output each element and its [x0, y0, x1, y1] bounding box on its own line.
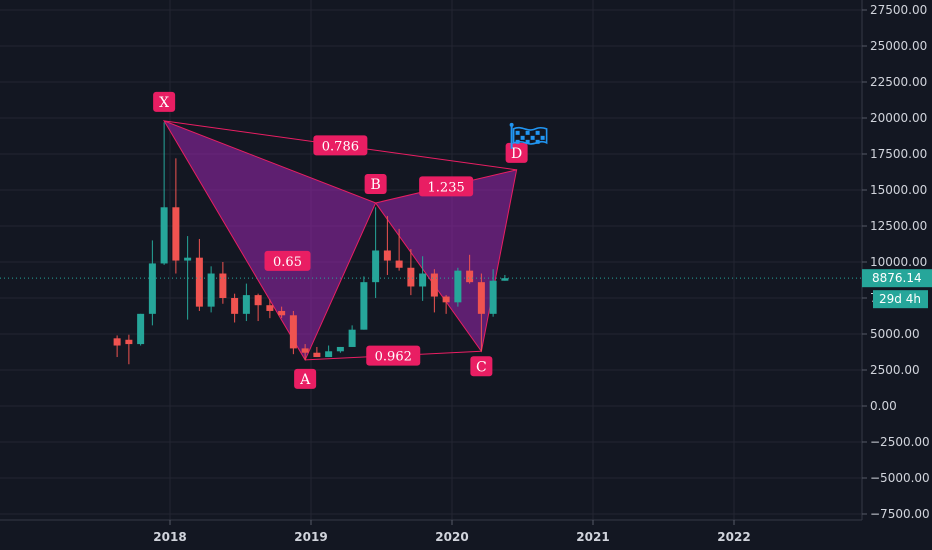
price-tick-label: −7500.00: [870, 507, 930, 521]
pattern-point-a[interactable]: [294, 368, 317, 389]
ratio-label-box: [419, 176, 474, 197]
candle-body: [489, 280, 497, 314]
candles: [113, 122, 509, 365]
flag-check: [515, 139, 520, 144]
ratio-label: 1.235: [428, 180, 465, 195]
candle-body: [301, 348, 309, 353]
candle-body: [195, 257, 203, 307]
candle-body: [242, 295, 250, 314]
candle-body: [219, 273, 227, 298]
time-tick-label: 2022: [717, 530, 750, 544]
flag-check: [535, 130, 540, 135]
price-tick-label: 25000.00: [870, 39, 927, 53]
candle-body: [372, 250, 380, 283]
overlay: 0.65 0.786 1.235 0.962 X A B C D: [0, 91, 862, 389]
time-tick-label: 2021: [576, 530, 609, 544]
flag-check: [525, 139, 530, 144]
grid: [0, 0, 862, 520]
candle-body: [289, 315, 297, 349]
candle-body: [137, 313, 145, 345]
candle-body: [419, 273, 427, 287]
flag-check: [540, 135, 545, 140]
flag-check: [530, 135, 535, 140]
time-axis[interactable]: 2018 2019 2020 2021 2022: [153, 520, 751, 544]
ratio-label: 0.65: [273, 255, 302, 270]
candle-body: [360, 282, 368, 330]
candle-body: [148, 263, 156, 314]
time-tick-label: 2020: [435, 530, 468, 544]
ratio-label: 0.786: [322, 139, 359, 154]
price-tick-label: 2500.00: [870, 363, 920, 377]
flag-cloth: [512, 126, 548, 145]
candle-body: [466, 270, 474, 283]
price-tick-label: 20000.00: [870, 111, 927, 125]
candle-body: [325, 351, 333, 358]
current-price-tag[interactable]: [862, 269, 932, 288]
countdown-tag: [873, 290, 928, 309]
price-tick-label: 15000.00: [870, 183, 927, 197]
candle-body: [160, 207, 168, 264]
candle-body: [231, 298, 239, 314]
pattern-point-c[interactable]: [470, 356, 493, 377]
flag-knob: [509, 122, 514, 127]
candle-body: [172, 207, 180, 261]
ratio-label-box: [264, 250, 311, 271]
candle-body: [113, 338, 121, 346]
pattern-point-label: C: [476, 359, 487, 375]
candle-body: [430, 273, 438, 297]
price-tick-label: 22500.00: [870, 75, 927, 89]
candle-body: [336, 346, 344, 352]
price-tick-label: 5000.00: [870, 327, 920, 341]
price-tick-label: 17500.00: [870, 147, 927, 161]
flag-check: [525, 130, 530, 135]
candle-body: [184, 257, 192, 261]
price-tick-label: 27500.00: [870, 3, 927, 17]
price-tick-label: 10000.00: [870, 255, 927, 269]
flag-check: [520, 135, 525, 140]
candle-body: [125, 339, 133, 345]
ratio-label-box: [313, 135, 368, 156]
ratio-label: 0.962: [375, 350, 412, 365]
price-tick-label: −5000.00: [870, 471, 930, 485]
flag-check: [515, 130, 520, 135]
current-price-value: 8876.14: [872, 271, 922, 285]
bar-countdown: 29d 4h: [879, 292, 921, 306]
price-tick-label: −2500.00: [870, 435, 930, 449]
price-tick-label: 12500.00: [870, 219, 927, 233]
pattern-point-label: A: [299, 372, 311, 388]
candle-body: [442, 296, 450, 303]
ratio-label-box: [366, 345, 421, 366]
flag-check: [535, 139, 540, 144]
candle-body: [454, 270, 462, 303]
candle-body: [313, 352, 321, 358]
candle-body: [266, 305, 274, 311]
candle-body: [383, 250, 391, 261]
pattern-point-b[interactable]: [364, 173, 387, 194]
candle-body: [254, 295, 262, 306]
candle-body: [395, 260, 403, 268]
price-axis[interactable]: 27500.00 25000.00 22500.00 20000.00 17500.00…: [862, 3, 932, 521]
candle-body: [407, 267, 415, 287]
candle-body: [278, 310, 286, 316]
candle-body: [207, 273, 215, 307]
time-tick-label: 2019: [294, 530, 327, 544]
pattern-point-label: D: [511, 146, 522, 162]
flag-icon[interactable]: [509, 122, 548, 149]
time-tick-label: 2018: [153, 530, 186, 544]
price-tick-label: 0.00: [870, 399, 897, 413]
candle-body: [501, 278, 509, 281]
candle-body: [477, 282, 485, 314]
pattern-point-label: B: [370, 177, 380, 193]
pattern-triangle-xab: [162, 119, 377, 362]
candle-body: [348, 329, 356, 347]
pattern-point-label: X: [159, 95, 169, 111]
pattern-point-x[interactable]: [153, 91, 176, 112]
